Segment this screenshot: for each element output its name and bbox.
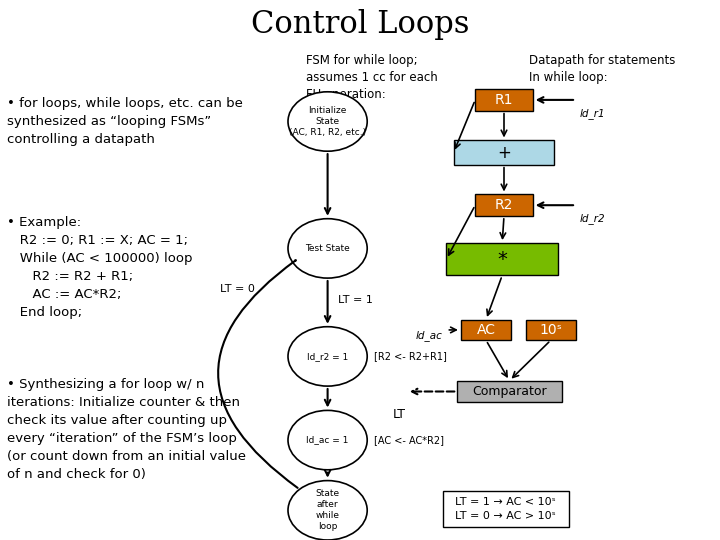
Text: • Synthesizing a for loop w/ n
iterations: Initialize counter & then
check its v: • Synthesizing a for loop w/ n iteration… <box>7 378 246 481</box>
Text: Initialize
State
(AC, R1, R2, etc.): Initialize State (AC, R1, R2, etc.) <box>289 106 366 137</box>
Circle shape <box>288 327 367 386</box>
Text: 10ˢ: 10ˢ <box>539 323 562 337</box>
Text: R1: R1 <box>495 93 513 107</box>
FancyArrowPatch shape <box>218 260 297 488</box>
Text: FSM for while loop;
assumes 1 cc for each
FU operation:: FSM for while loop; assumes 1 cc for eac… <box>306 54 438 101</box>
Text: State
after
while
loop: State after while loop <box>315 489 340 531</box>
Text: ld_r2 = 1: ld_r2 = 1 <box>307 352 348 361</box>
Text: LT = 1 → AC < 10ˢ
LT = 0 → AC > 10ˢ: LT = 1 → AC < 10ˢ LT = 0 → AC > 10ˢ <box>456 497 556 521</box>
Circle shape <box>288 92 367 151</box>
Text: R2: R2 <box>495 198 513 212</box>
Text: ld_r2: ld_r2 <box>580 213 606 224</box>
FancyBboxPatch shape <box>475 194 533 216</box>
Text: [R2 <- R2+R1]: [R2 <- R2+R1] <box>374 352 447 361</box>
Text: *: * <box>498 249 507 269</box>
Circle shape <box>288 481 367 540</box>
Text: LT = 0: LT = 0 <box>220 284 255 294</box>
Text: Control Loops: Control Loops <box>251 9 469 40</box>
FancyBboxPatch shape <box>443 491 569 526</box>
Circle shape <box>288 219 367 278</box>
FancyBboxPatch shape <box>526 320 576 340</box>
Text: LT = 1: LT = 1 <box>338 295 373 305</box>
Text: [AC <- AC*R2]: [AC <- AC*R2] <box>374 435 444 445</box>
Text: AC: AC <box>477 323 495 337</box>
Text: ld_r1: ld_r1 <box>580 108 606 119</box>
Text: LT: LT <box>393 408 406 421</box>
FancyBboxPatch shape <box>457 381 562 402</box>
Text: Test State: Test State <box>305 244 350 253</box>
FancyBboxPatch shape <box>454 140 554 165</box>
Text: • Example:
   R2 := 0; R1 := X; AC = 1;
   While (AC < 100000) loop
      R2 := : • Example: R2 := 0; R1 := X; AC = 1; Whi… <box>7 216 193 319</box>
Text: • for loops, while loops, etc. can be
synthesized as “looping FSMs”
controlling : • for loops, while loops, etc. can be sy… <box>7 97 243 146</box>
Circle shape <box>288 410 367 470</box>
FancyBboxPatch shape <box>446 243 558 275</box>
FancyBboxPatch shape <box>461 320 511 340</box>
Text: +: + <box>497 144 511 161</box>
Text: ld_ac: ld_ac <box>416 330 443 341</box>
Text: ld_ac = 1: ld_ac = 1 <box>307 436 348 444</box>
Text: Datapath for statements
In while loop:: Datapath for statements In while loop: <box>529 54 675 84</box>
Text: Comparator: Comparator <box>472 385 546 398</box>
FancyBboxPatch shape <box>475 89 533 111</box>
